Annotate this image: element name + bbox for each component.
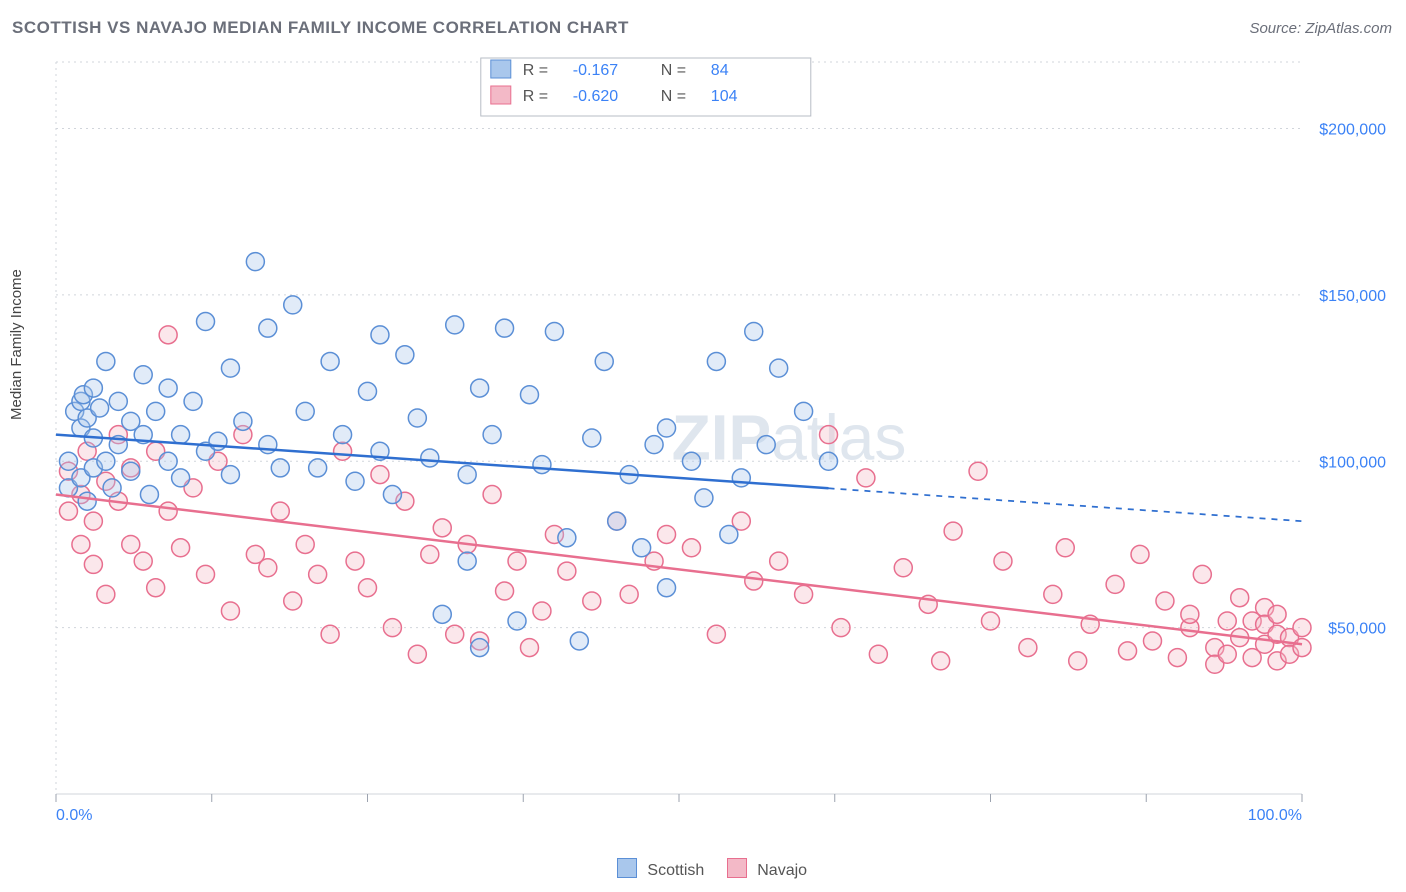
legend-label-scottish: Scottish [647, 862, 704, 879]
source-credit: Source: ZipAtlas.com [1249, 20, 1392, 37]
chart-title: SCOTTISH VS NAVAJO MEDIAN FAMILY INCOME … [12, 18, 629, 38]
svg-text:$200,000: $200,000 [1319, 122, 1386, 139]
y-axis-label: Median Family Income [8, 269, 25, 420]
legend-swatch-scottish [617, 858, 637, 878]
svg-text:ZIPatlas: ZIPatlas [672, 402, 907, 474]
svg-text:-0.620: -0.620 [573, 88, 618, 105]
svg-text:R =: R = [523, 62, 548, 79]
svg-text:0.0%: 0.0% [56, 807, 92, 824]
svg-text:100.0%: 100.0% [1248, 807, 1302, 824]
plot-svg: $50,000 $100,000 $150,000 $200,000 0.0% 100.0… [52, 54, 1392, 834]
scatter-plot: $50,000 $100,000 $150,000 $200,000 0.0% 100.0… [52, 54, 1392, 834]
svg-text:104: 104 [711, 88, 738, 105]
legend-label-navajo: Navajo [757, 862, 807, 879]
svg-text:R =: R = [523, 88, 548, 105]
svg-text:$50,000: $50,000 [1328, 621, 1386, 638]
bottom-legend: Scottish Navajo [0, 858, 1406, 880]
svg-text:N =: N = [661, 88, 686, 105]
svg-text:$150,000: $150,000 [1319, 288, 1386, 305]
legend-swatch-navajo [727, 858, 747, 878]
svg-text:84: 84 [711, 62, 729, 79]
svg-text:-0.167: -0.167 [573, 62, 618, 79]
svg-text:N =: N = [661, 62, 686, 79]
svg-text:$100,000: $100,000 [1319, 454, 1386, 471]
